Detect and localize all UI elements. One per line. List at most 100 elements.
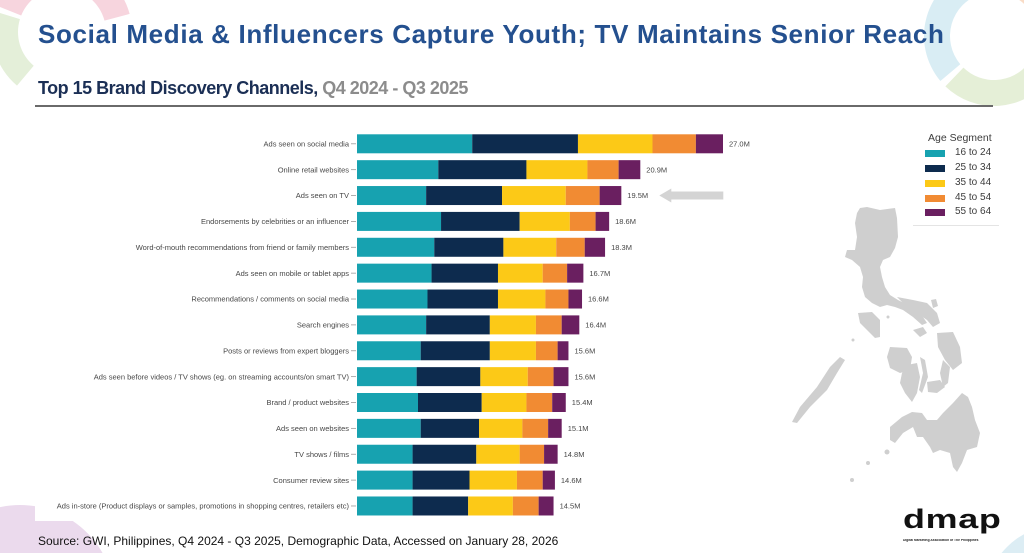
bar-segment-25-to-34 [412, 444, 477, 464]
bar-segment-25-to-34 [427, 289, 498, 309]
category-label: Ads seen on social media [264, 140, 350, 149]
total-value-label: 14.5M [560, 502, 581, 511]
bar-segment-35-to-44 [489, 341, 536, 361]
bar-segment-25-to-34 [472, 134, 578, 154]
map-sulu-island [884, 449, 890, 455]
bar-row: TV shows / films 14.8M [294, 444, 585, 464]
bar-row: Ads seen on TV 19.5M [296, 186, 648, 206]
decor-circle-lavender [0, 505, 103, 553]
bar-segment-45-to-54 [556, 237, 585, 257]
bar-segment-45-to-54 [542, 263, 568, 283]
bar-segment-55-to-64 [568, 289, 583, 309]
legend-swatch [925, 209, 945, 216]
total-value-label: 27.0M [729, 140, 750, 149]
bar-segment-35-to-44 [489, 315, 536, 335]
bar-segment-45-to-54 [512, 496, 539, 516]
decor-ring-segment-orange [1019, 0, 1024, 4]
bar-segment-16-to-24 [357, 496, 413, 516]
bar-segment-25-to-34 [441, 211, 520, 231]
bar-row: Posts or reviews from expert bloggers 15.… [223, 341, 596, 361]
category-label: Posts or reviews from expert bloggers [223, 347, 349, 356]
bar-segment-35-to-44 [481, 393, 527, 412]
bar-segment-16-to-24 [357, 186, 427, 206]
map-masbate [913, 327, 927, 337]
total-value-label: 20.9M [646, 165, 667, 174]
bar-segment-55-to-64 [695, 134, 723, 154]
map-bohol [927, 380, 945, 393]
bar-segment-55-to-64 [595, 211, 610, 231]
source-note: Source: GWI, Philippines, Q4 2024 - Q3 2… [38, 534, 559, 548]
legend-title: Age Segment [928, 132, 992, 144]
total-value-label: 15.1M [568, 424, 589, 433]
chart-subtitle-main: Top 15 Brand Discovery Channels, [38, 78, 318, 98]
total-value-label: 18.3M [611, 243, 632, 252]
bar-segment-35-to-44 [476, 444, 520, 464]
bar-segment-25-to-34 [426, 186, 503, 206]
bar-segment-16-to-24 [357, 134, 473, 154]
decor-ring-segment-blue [924, 0, 969, 81]
bar-segment-45-to-54 [569, 211, 596, 231]
bar-segment-45-to-54 [527, 367, 554, 387]
category-label: Ads seen on mobile or tablet apps [236, 269, 350, 278]
bar-segment-16-to-24 [357, 341, 421, 361]
map-negros [900, 363, 920, 402]
dmap-logo: dmap Digital Marketing Association of Th… [903, 504, 1003, 549]
bar-segment-55-to-64 [567, 263, 584, 283]
total-value-label: 16.7M [589, 269, 610, 278]
bar-row: Ads seen before videos / TV shows (eg. o… [94, 367, 595, 387]
legend-swatch [925, 180, 945, 187]
total-value-label: 19.5M [627, 191, 648, 200]
category-label: Consumer review sites [273, 476, 349, 485]
bar-row: Recommendations / comments on social med… [191, 289, 609, 309]
bar-segment-45-to-54 [652, 134, 696, 154]
total-value-label: 16.4M [585, 321, 606, 330]
bar-segment-25-to-34 [412, 496, 469, 516]
left-arrow-icon [659, 188, 724, 203]
legend-item-35-to-44: 35 to 44 [925, 177, 999, 189]
category-label: Ads seen before videos / TV shows (eg. o… [94, 372, 350, 381]
logo-tagline: Digital Marketing Association of The Phi… [903, 539, 979, 543]
map-samar [937, 332, 962, 370]
map-palawan [792, 357, 845, 423]
total-value-label: 15.6M [575, 347, 596, 356]
bar-segment-35-to-44 [497, 263, 543, 283]
logo-wordmark: dmap [903, 504, 1002, 534]
bar-segment-35-to-44 [502, 186, 566, 206]
bar-segment-16-to-24 [357, 367, 417, 387]
category-label: Ads seen on TV [296, 191, 349, 200]
bar-segment-25-to-34 [412, 470, 470, 490]
bar-segment-25-to-34 [416, 367, 481, 387]
map-cebu [919, 357, 928, 393]
legend-label: 25 to 34 [955, 162, 992, 173]
legend-item-25-to-34: 25 to 34 [925, 162, 999, 174]
category-label: TV shows / films [294, 450, 349, 459]
map-panay [887, 347, 912, 373]
bar-row: Ads seen on mobile or tablet apps 16.7M [236, 263, 610, 283]
map-island [886, 315, 890, 319]
bar-segment-45-to-54 [565, 186, 600, 206]
bar-segment-55-to-64 [618, 160, 641, 180]
bar-segment-16-to-24 [357, 418, 421, 438]
chart-subtitle: Top 15 Brand Discovery Channels, Q4 2024… [38, 79, 468, 97]
bar-segment-45-to-54 [522, 418, 549, 438]
bar-segment-55-to-64 [599, 186, 622, 206]
chart-legend: Age Segment 16 to 24 25 to 34 35 to 44 4… [913, 127, 999, 226]
bar-row: Word-of-mouth recommendations from frien… [136, 237, 632, 257]
bar-segment-25-to-34 [438, 160, 527, 180]
bar-segment-55-to-64 [552, 393, 566, 412]
category-label: Search engines [297, 321, 349, 330]
total-value-label: 14.8M [564, 450, 585, 459]
decor-ring-segment-green [945, 67, 1024, 106]
bar-segment-16-to-24 [357, 289, 428, 309]
category-label: Brand / product websites [266, 398, 349, 407]
bar-segment-55-to-64 [553, 367, 569, 387]
bar-segment-55-to-64 [548, 418, 562, 438]
bar-segment-55-to-64 [561, 315, 580, 335]
category-label: Recommendations / comments on social med… [191, 295, 349, 304]
bar-segment-25-to-34 [420, 341, 490, 361]
map-sulu-island [850, 478, 854, 482]
total-value-label: 14.6M [561, 476, 582, 485]
legend-item-45-to-54: 45 to 54 [925, 192, 999, 204]
